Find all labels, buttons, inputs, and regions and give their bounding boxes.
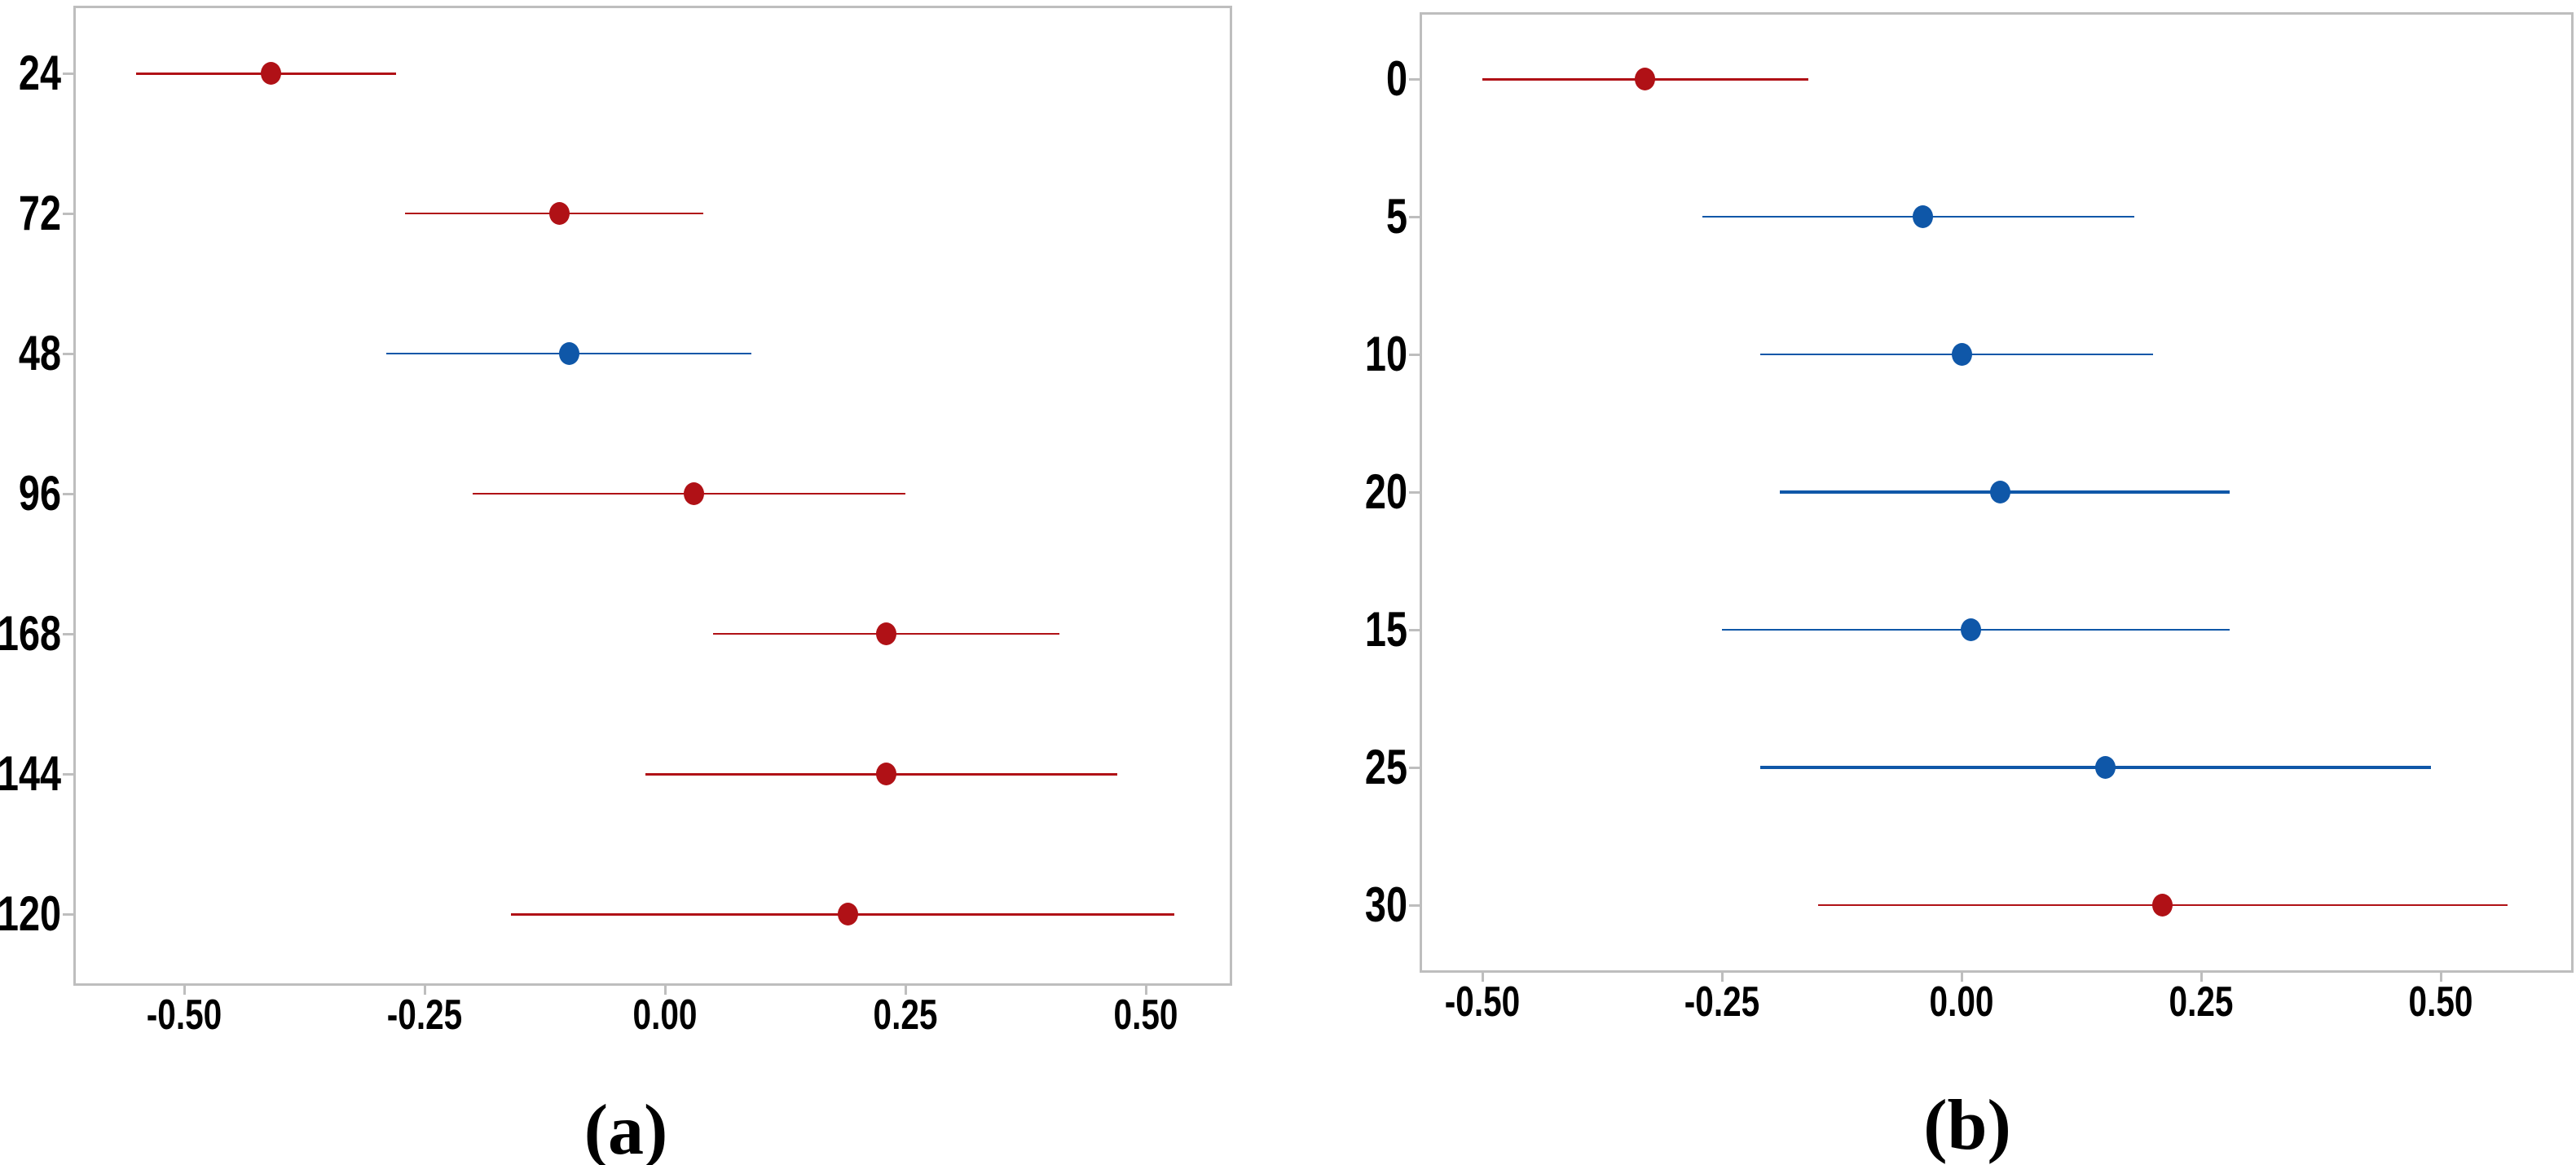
panel-a-y-tick-label: 24 <box>18 46 61 100</box>
panel-b-y-tick-label: 30 <box>1364 877 1407 932</box>
panel-b-y-tick-label: 10 <box>1364 327 1407 381</box>
panel-b-caption: (b) <box>1923 1086 2011 1165</box>
panel-a-data-point <box>260 62 281 85</box>
panel-b-data-point <box>1635 68 1656 90</box>
panel-a-data-point <box>558 342 579 365</box>
panel-b-x-tick <box>1960 973 1963 982</box>
panel-b-x-tick <box>2439 973 2442 982</box>
panel-b-x-tick-label: 0.25 <box>2169 978 2234 1026</box>
panel-b-data-point <box>1951 343 1972 366</box>
panel-b-x-tick <box>1481 973 1484 982</box>
panel-b-data-point <box>2094 756 2116 779</box>
panel-a-y-tick-label: 96 <box>18 466 61 521</box>
panel-a-x-tick <box>904 986 907 995</box>
panel-a-x-tick-label: 0.00 <box>632 991 698 1039</box>
panel-b-y-tick <box>1409 491 1420 494</box>
panel-b-x-tick <box>1720 973 1724 982</box>
panel-b-y-tick <box>1409 629 1420 631</box>
panel-a-x-tick <box>1144 986 1147 995</box>
panel-b-x-tick <box>2200 973 2203 982</box>
panel-b-y-tick-label: 20 <box>1364 464 1407 519</box>
panel-b-y-tick <box>1409 354 1420 356</box>
panel-a-y-tick <box>63 353 73 355</box>
panel-a-data-point <box>837 903 858 925</box>
panel-b-y-tick-label: 5 <box>1385 189 1407 244</box>
panel-a-data-point <box>548 202 570 225</box>
panel-b-y-tick <box>1409 904 1420 907</box>
panel-b-y-tick <box>1409 216 1420 218</box>
panel-b-data-point <box>1913 205 1934 228</box>
panel-b-x-tick-label: -0.25 <box>1684 978 1760 1026</box>
panel-a-plot-frame <box>73 6 1232 986</box>
panel-a-x-tick <box>663 986 667 995</box>
panel-a-x-tick-label: -0.50 <box>146 991 222 1039</box>
panel-a-y-tick <box>63 213 73 215</box>
panel-b-y-tick-label: 25 <box>1364 740 1407 794</box>
panel-b-x-tick-label: 0.00 <box>1929 978 1994 1026</box>
panel-a-y-tick-label: 72 <box>18 186 61 240</box>
panel-a-y-tick <box>63 633 73 635</box>
panel-b-y-tick <box>1409 78 1420 81</box>
panel-a-data-point <box>875 622 896 645</box>
panel-a-data-point <box>683 482 704 505</box>
panel-b-y-tick <box>1409 767 1420 769</box>
panel-a-x-tick <box>183 986 186 995</box>
panel-a-y-tick <box>63 773 73 776</box>
panel-b-data-point <box>1989 481 2010 503</box>
panel-a-caption: (a) <box>583 1091 668 1165</box>
panel-a-y-tick <box>63 73 73 75</box>
panel-b-y-tick-label: 15 <box>1364 602 1407 657</box>
panel-a-y-tick-label: 144 <box>0 746 61 801</box>
panel-a-y-tick-label: 48 <box>18 326 61 380</box>
panel-a-x-tick-label: 0.25 <box>873 991 938 1039</box>
panel-a-y-tick-label: 120 <box>0 886 61 941</box>
panel-b-x-tick-label: 0.50 <box>2408 978 2473 1026</box>
panel-a-data-point <box>875 763 896 785</box>
panel-b-data-point <box>1961 618 1982 641</box>
panel-a-x-tick-label: -0.25 <box>386 991 463 1039</box>
panel-b-x-tick-label: -0.50 <box>1444 978 1521 1026</box>
panel-a-y-tick-label: 168 <box>0 606 61 661</box>
panel-a-y-tick <box>63 493 73 495</box>
panel-b-y-tick-label: 0 <box>1385 51 1407 106</box>
panel-a-x-tick <box>423 986 426 995</box>
panel-a-x-tick-label: 0.50 <box>1113 991 1178 1039</box>
panel-b-data-point <box>2152 894 2173 917</box>
panel-a-y-tick <box>63 913 73 916</box>
